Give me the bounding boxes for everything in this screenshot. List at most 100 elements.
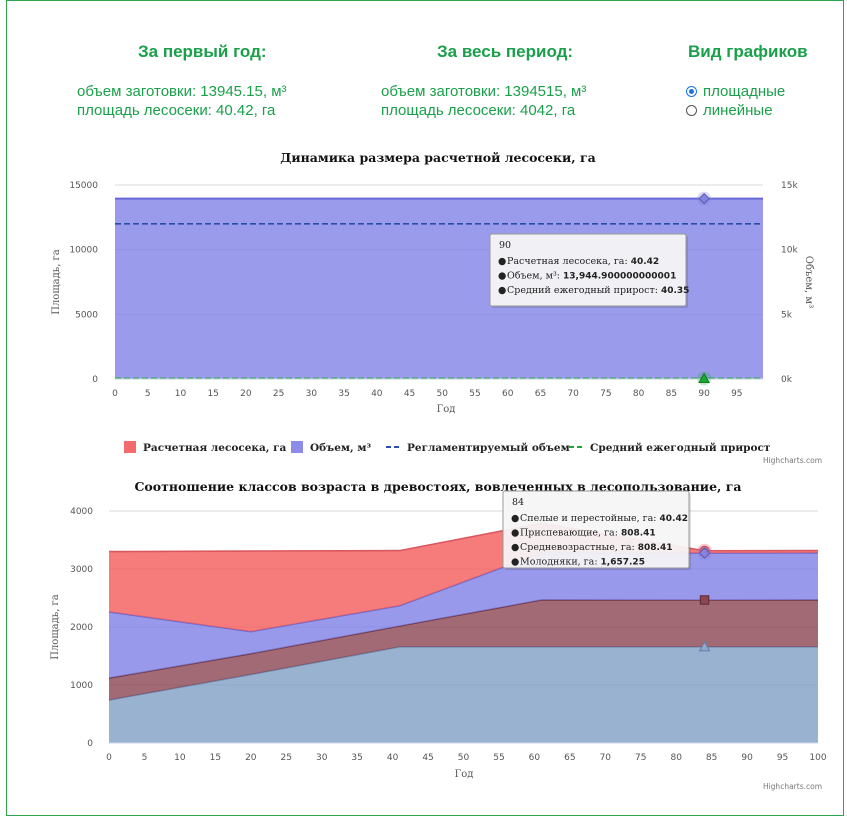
x-tick-label: 25 [273, 389, 284, 399]
x-tick-label: 90 [698, 389, 710, 399]
legend-item-0[interactable]: Расчетная лесосека, га [124, 441, 287, 454]
x-tick-label: 95 [731, 389, 742, 399]
x-tick-label: 45 [404, 389, 415, 399]
tooltip-line-2: Средний ежегодный прирост: 40.35 [507, 285, 689, 296]
legend-label: Расчетная лесосека, га [143, 442, 287, 454]
tooltip-label: Спелые и перестойные, га: [520, 513, 660, 524]
chart1-y2-axis-title: Объем, м³ [803, 256, 814, 308]
first-year-values: объем заготовки: 13945.15, м³ площадь ле… [77, 82, 287, 120]
series-line-2 [108, 599, 819, 679]
series-line-3 [108, 646, 818, 701]
chart2-title: Соотношение классов возраста в древостоя… [134, 479, 741, 494]
x-tick-label: 35 [338, 389, 349, 399]
page-frame [6, 0, 844, 816]
tooltip-value: 40.42 [660, 514, 688, 524]
y-tick-label: 4000 [70, 507, 93, 517]
x-tick-label: 95 [777, 753, 788, 763]
tooltip-label: Средневозрастные, га: [520, 542, 638, 553]
radio-area-indicator[interactable] [686, 86, 697, 97]
radio-area-charts[interactable]: площадные [686, 82, 785, 101]
tooltip-line-0: Расчетная лесосека, га: 40.42 [507, 256, 659, 267]
x-tick-label: 20 [240, 389, 252, 399]
first-year-summary: За первый год: [138, 42, 267, 62]
radio-line-indicator[interactable] [686, 105, 697, 116]
radio-line-label: линейные [703, 102, 773, 119]
whole-period-values: объем заготовки: 1394515, м³ площадь лес… [381, 82, 586, 120]
y-tick-label: 2000 [70, 623, 93, 633]
x-tick-label: 75 [600, 389, 611, 399]
x-tick-label: 65 [535, 389, 546, 399]
tooltip-label: Приспевающие, га: [520, 528, 621, 539]
whole-period-volume: объем заготовки: 1394515, м³ [381, 83, 587, 100]
volume-hover-marker [698, 192, 710, 205]
tooltip-line-0: Спелые и перестойные, га: 40.42 [520, 513, 688, 524]
tooltip-x-value: 90 [499, 240, 511, 251]
x-tick-label: 15 [210, 753, 221, 763]
legend-label: Средний ежегодный прирост [590, 442, 771, 454]
y-tick-label: 15000 [69, 181, 98, 191]
chart2-y-axis-title: Площадь, га [50, 594, 61, 660]
tooltip-x-value: 84 [512, 497, 524, 508]
chart1-credit: Highcharts.com [763, 456, 822, 465]
x-tick-label: 5 [142, 753, 148, 763]
chart1-tooltip: 90● Расчетная лесосека, га: 40.42● Объем, … [489, 233, 689, 308]
x-tick-label: 60 [529, 753, 541, 763]
x-tick-label: 20 [245, 753, 257, 763]
tooltip-bullet: ● [498, 256, 506, 267]
y2-tick-label: 0k [781, 375, 793, 385]
tooltip-value: 808.41 [621, 529, 656, 539]
first-year-area: площадь лесосеки: 40.42, га [77, 102, 276, 119]
x-tick-label: 30 [316, 753, 328, 763]
whole-period-summary: За весь период: [437, 42, 573, 62]
y-tick-label: 1000 [70, 681, 93, 691]
x-tick-label: 80 [633, 389, 645, 399]
x-tick-label: 40 [387, 753, 399, 763]
legend-item-1[interactable]: Объем, м³ [291, 441, 371, 454]
x-tick-label: 75 [635, 753, 646, 763]
y2-tick-label: 15k [781, 181, 798, 191]
tooltip-bullet: ● [511, 528, 519, 539]
tooltip-value: 40.42 [631, 257, 659, 267]
tooltip-box [489, 233, 687, 307]
x-tick-label: 15 [207, 389, 218, 399]
tooltip-value: 40.35 [661, 286, 689, 296]
legend-label: Объем, м³ [310, 442, 371, 454]
first-year-title: За первый год: [138, 42, 267, 61]
x-tick-label: 25 [281, 753, 292, 763]
x-tick-label: 55 [469, 389, 480, 399]
series-area-1 [109, 552, 818, 679]
y-tick-label: 3000 [70, 565, 93, 575]
sredne-hover-marker [699, 595, 710, 605]
y-tick-label: 0 [92, 375, 98, 385]
x-tick-label: 10 [174, 753, 186, 763]
tooltip-bullet: ● [498, 285, 506, 296]
chart1-x-axis-title: Год [437, 404, 456, 415]
x-tick-label: 60 [502, 389, 514, 399]
tooltip-line-3: Молодняки, га: 1,657.25 [520, 557, 645, 568]
tooltip-value: 1,657.25 [601, 558, 645, 568]
x-tick-label: 35 [351, 753, 362, 763]
x-tick-label: 10 [175, 389, 187, 399]
x-tick-label: 45 [422, 753, 433, 763]
y2-tick-label: 10k [781, 246, 798, 256]
x-tick-label: 90 [741, 753, 753, 763]
x-tick-label: 85 [666, 389, 677, 399]
y-tick-label: 10000 [69, 246, 98, 256]
tooltip-bullet: ● [498, 271, 506, 282]
tooltip-bullet: ● [511, 557, 519, 568]
tooltip-label: Расчетная лесосека, га: [507, 256, 631, 267]
x-tick-label: 55 [493, 753, 504, 763]
legend-item-2[interactable]: Регламентируемый объем [386, 442, 570, 454]
growth-hover-marker [698, 372, 710, 383]
tooltip-label: Молодняки, га: [520, 557, 601, 568]
whole-period-area: площадь лесосеки: 4042, га [381, 102, 576, 119]
x-tick-label: 70 [567, 389, 579, 399]
series-area-2 [109, 599, 818, 701]
chart-age-classes: 0 1000 2000 3000 4000 0 5 10 15 20 25 30 35 40 45 50 55 6… [50, 479, 827, 791]
chart1-y-axis-title: Площадь, га [51, 249, 62, 315]
x-tick-label: 70 [600, 753, 612, 763]
chart2-credit: Highcharts.com [763, 782, 822, 791]
series-area-3 [109, 646, 818, 743]
radio-line-charts[interactable]: линейные [686, 101, 785, 120]
legend-item-3[interactable]: Средний ежегодный прирост [569, 442, 771, 454]
